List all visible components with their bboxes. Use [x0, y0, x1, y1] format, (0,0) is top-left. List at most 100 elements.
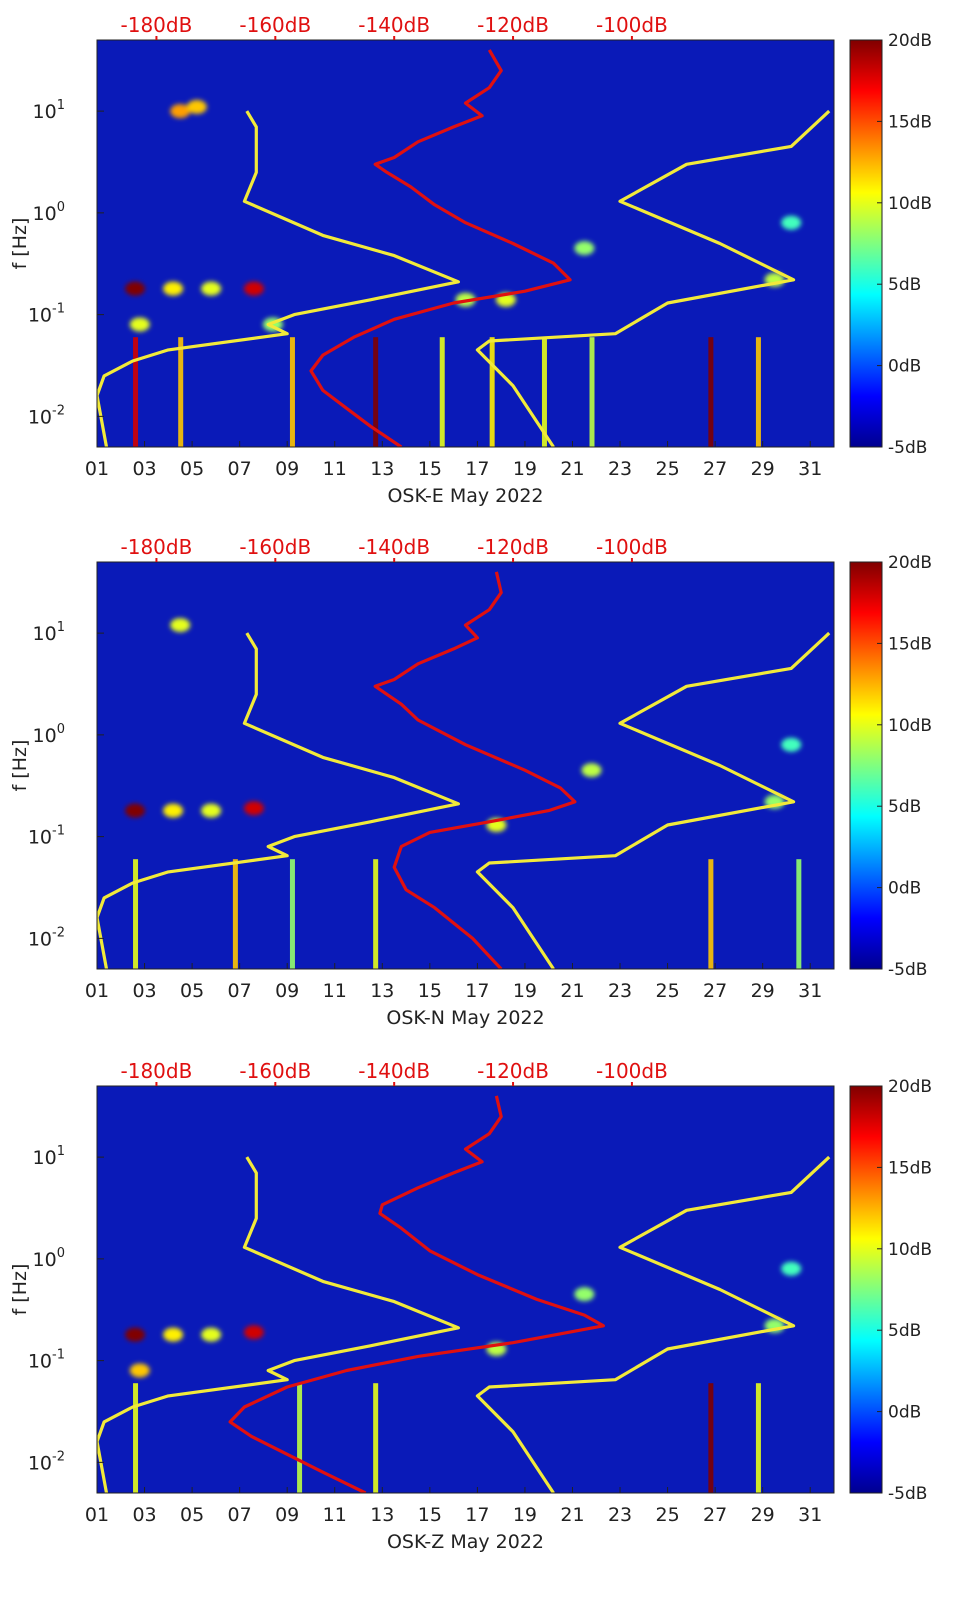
x-tick-label: 01 — [85, 1504, 109, 1526]
spectrogram-hotspot — [129, 317, 150, 332]
x-tick-label: 19 — [513, 980, 537, 1002]
x-axis-label: OSK-E May 2022 — [387, 485, 543, 507]
spectrogram-band — [755, 1383, 761, 1493]
spectrogram-hotspot — [201, 803, 222, 818]
y-tick-base: 10 — [33, 101, 57, 123]
top-tick-label: -160dB — [239, 535, 311, 559]
colorbar-tick-label: -5dB — [888, 1484, 927, 1504]
top-tick-label: -160dB — [239, 13, 311, 37]
spectrogram-hotspot — [186, 99, 207, 114]
x-tick-label: 03 — [132, 458, 156, 480]
spectrogram-band — [796, 859, 802, 969]
y-tick-label: 101 — [33, 620, 65, 645]
plot-frame — [96, 39, 835, 448]
y-axis-label: f [Hz] — [9, 218, 31, 270]
spectrogram-band — [133, 337, 139, 447]
x-tick-label: 05 — [180, 980, 204, 1002]
model-curve — [475, 631, 831, 969]
spectrogram-hotspot — [125, 281, 146, 296]
x-tick-label: 17 — [465, 1504, 489, 1526]
y-tick-base: 10 — [28, 827, 52, 849]
spectrogram-hotspot — [163, 803, 184, 818]
x-tick-label: 31 — [798, 980, 822, 1002]
y-tick-exponent: 0 — [57, 722, 65, 737]
psd-curve — [228, 1095, 606, 1493]
x-tick-label: 31 — [798, 1504, 822, 1526]
spectrogram-hotspot — [781, 215, 802, 230]
spectrogram-hotspot — [201, 1327, 222, 1342]
x-tick-label: 15 — [418, 458, 442, 480]
y-tick-base: 10 — [33, 725, 57, 747]
colorbar-tick-label: 10dB — [888, 716, 932, 736]
x-tick-label: 05 — [180, 458, 204, 480]
y-axis-label: f [Hz] — [9, 1264, 31, 1316]
y-tick-base: 10 — [33, 623, 57, 645]
spectrogram-band — [133, 1383, 139, 1493]
x-tick-label: 03 — [132, 1504, 156, 1526]
spectrogram-area — [97, 40, 834, 447]
model-curve — [475, 109, 831, 447]
spectrogram-band — [289, 337, 295, 447]
y-tick-exponent: 0 — [57, 200, 65, 215]
plot-frame — [96, 561, 835, 970]
spectrogram-band — [373, 337, 379, 447]
spectrogram-hotspot — [170, 104, 191, 119]
x-axis-label: OSK-N May 2022 — [386, 1007, 544, 1029]
x-tick-label: 29 — [751, 1504, 775, 1526]
x-tick-label: 13 — [370, 458, 394, 480]
top-tick-label: -100dB — [596, 535, 668, 559]
colorbar-tick-label: -5dB — [888, 960, 927, 980]
top-tick-label: -180dB — [121, 1059, 193, 1083]
spectrogram-hotspot — [243, 1325, 264, 1340]
y-tick-label: 10-1 — [28, 824, 65, 849]
x-tick-label: 25 — [655, 1504, 679, 1526]
y-tick-label: 10-2 — [28, 1449, 65, 1474]
spectrogram-band — [708, 337, 714, 447]
y-tick-label: 100 — [33, 722, 65, 747]
y-tick-base: 10 — [33, 203, 57, 225]
top-tick-label: -120dB — [477, 535, 549, 559]
x-tick-label: 23 — [608, 1504, 632, 1526]
colorbar-gradient — [849, 561, 883, 970]
spectrogram-band — [755, 337, 761, 447]
y-tick-base: 10 — [28, 1452, 52, 1474]
spectrogram-hotspots — [125, 1261, 802, 1378]
y-tick-base: 10 — [28, 1351, 52, 1373]
model-curve — [97, 110, 460, 447]
y-tick-exponent: 1 — [57, 620, 65, 635]
top-tick-label: -120dB — [477, 13, 549, 37]
x-tick-label: 01 — [85, 980, 109, 1002]
model-curve — [97, 1156, 460, 1493]
model-curve — [97, 632, 460, 969]
y-tick-exponent: -2 — [52, 925, 65, 940]
spectrogram-hotspot — [125, 803, 146, 818]
x-tick-label: 31 — [798, 458, 822, 480]
spectrogram-band — [541, 337, 547, 447]
spectrogram-hotspot — [574, 241, 595, 256]
colorbar-tick-label: 5dB — [888, 275, 921, 295]
spectrogram-band — [133, 859, 139, 969]
y-tick-label: 10-2 — [28, 925, 65, 950]
y-tick-base: 10 — [28, 406, 52, 428]
colorbar: 20dB 15dB 10dB 5dB 0dB -5dB — [849, 31, 932, 458]
x-tick-label: 11 — [323, 458, 347, 480]
x-tick-label: 25 — [655, 458, 679, 480]
spectrogram-hotspot — [243, 281, 264, 296]
spectrogram-hotspot — [201, 281, 222, 296]
spectrogram-hotspot — [170, 618, 191, 633]
x-tick-label: 27 — [703, 980, 727, 1002]
y-tick-exponent: 1 — [57, 1144, 65, 1159]
x-tick-label: 09 — [275, 458, 299, 480]
y-tick-label: 100 — [33, 1246, 65, 1271]
colorbar-gradient — [849, 1085, 883, 1494]
spectrogram-hotspot — [163, 1327, 184, 1342]
x-tick-label: 19 — [513, 1504, 537, 1526]
colorbar-gradient — [849, 39, 883, 448]
spectrogram-band — [489, 337, 495, 447]
x-tick-label: 29 — [751, 980, 775, 1002]
x-tick-label: 07 — [228, 980, 252, 1002]
colorbar-tick-label: 5dB — [888, 1321, 921, 1341]
x-tick-label: 23 — [608, 458, 632, 480]
